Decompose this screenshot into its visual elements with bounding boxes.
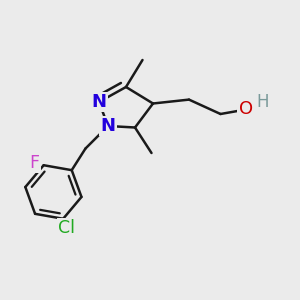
Text: N: N <box>100 117 116 135</box>
Text: Cl: Cl <box>58 219 75 237</box>
Text: N: N <box>92 93 106 111</box>
Text: H: H <box>256 93 269 111</box>
Text: F: F <box>30 154 40 172</box>
Text: O: O <box>239 100 253 118</box>
